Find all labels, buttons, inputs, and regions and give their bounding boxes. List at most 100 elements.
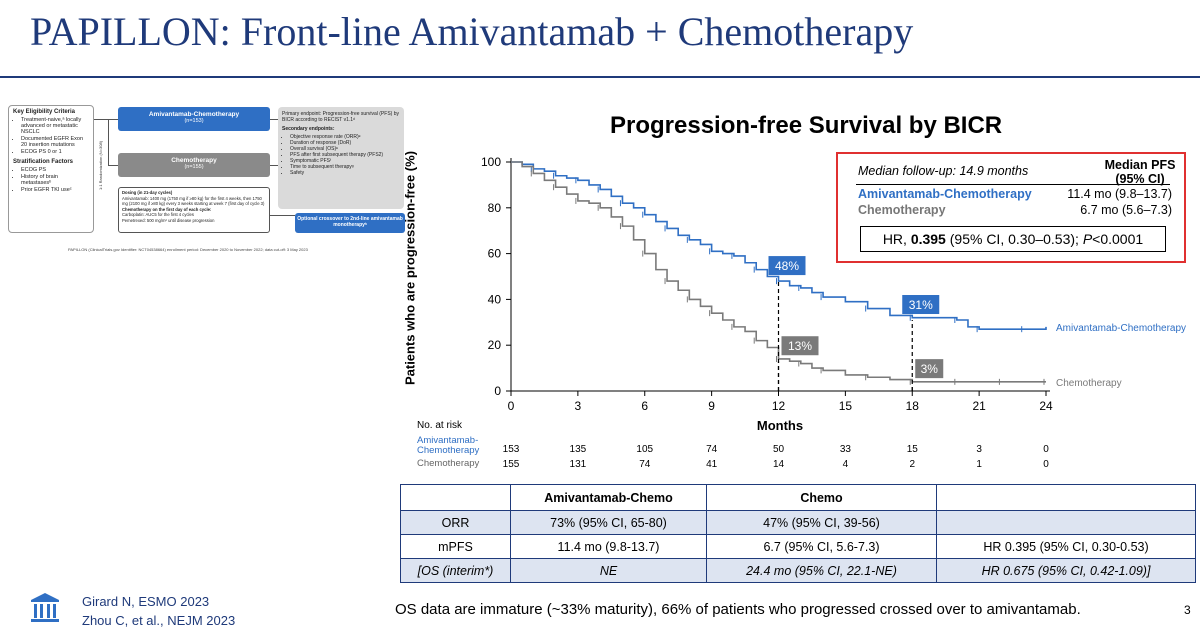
risk-value: 155 [502,459,520,470]
table-header [936,484,1196,511]
list-item: ECOG PS [21,167,89,173]
risk-value: 131 [569,459,587,470]
citation: Zhou C, et al., NEJM 2023 [82,613,236,628]
endpoints-box: Primary endpoint: Progression-free survi… [278,107,404,209]
annotation-box [915,359,944,379]
risk-value: 0 [1043,444,1049,455]
annotation-label: 13% [788,339,812,353]
annotation-box [781,336,819,356]
institution-logo-icon [31,593,59,622]
eligibility-box: Key Eligibility Criteria Treatment-naive… [8,105,94,233]
table-cell: HR 0.675 (95% CI, 0.42-1.09)] [936,558,1196,583]
risk-value: 74 [639,459,651,470]
ami-row-value: 11.4 mo (9.8–13.7) [1067,187,1172,201]
risk-value: 50 [772,444,785,455]
citations: Girard N, ESMO 2023 Zhou C, et al., NEJM… [82,592,235,630]
x-tick-label: 15 [839,399,853,413]
results-table: Amivantamab-Chemo Chemo ORR 73% (95% CI,… [400,484,1196,583]
table-cell: mPFS [400,534,511,559]
y-tick-label: 100 [481,155,501,169]
dosing-pemetrexed: Pemetrexed: 500 mg/m² until disease prog… [122,217,215,223]
arm-chemo-box: Chemotherapy (n=155) [118,153,270,177]
list-item: Duration of response (DoR) [290,140,400,146]
p-label: P [1082,231,1093,247]
chemo-row-value: 6.7 mo (5.6–7.3) [1080,203,1172,217]
title-divider [0,76,1200,78]
y-tick-label: 60 [488,247,502,261]
table-row: [OS (interim*) NE 24.4 mo (95% CI, 22.1-… [400,558,1196,583]
km-curve-amivantamab [511,161,1047,330]
risk-value: 3 [976,444,982,455]
risk-value: 105 [636,444,654,455]
secondary-header: Secondary endpoints: [282,126,335,132]
header-separator [856,184,1170,185]
table-cell: 24.4 mo (95% CI, 22.1-NE) [706,558,937,583]
annotation-box [902,295,940,315]
list-item: Objective response rate (ORR)ᵉ [290,134,400,140]
risk-value: 15 [906,444,918,455]
list-item: Documented EGFR Exon 20 insertion mutati… [21,136,89,148]
median-pfs-header: Median PFS (95% CI) [1104,158,1176,186]
risk-value: 14 [772,459,785,470]
hr-prefix: HR, [882,231,911,247]
hazard-ratio-box: HR, 0.395 (95% CI, 0.30–0.53); P<0.0001 [860,226,1166,252]
risk-row-label-ami: Amivantamab-Chemotherapy [417,435,480,456]
chart-title: Progression-free Survival by BICR [610,112,1003,139]
x-tick-label: 9 [708,399,715,413]
table-cell: 6.7 (95% CI, 5.6-7.3) [706,534,937,559]
list-item: Safety [290,170,400,176]
table-cell: [OS (interim*) [400,558,511,583]
annotation-label: 31% [909,298,933,312]
table-cell: 47% (95% CI, 39-56) [706,510,937,535]
secondary-list: Objective response rate (ORR)ᵉ Duration … [282,134,400,176]
dosing-amivantamab: Amivantamab: 1400 mg (1750 mg if ≥80 kg)… [122,195,265,207]
page-number: 3 [1184,603,1191,617]
list-item: Overall survival (OS)ᵉ [290,146,400,152]
table-header [400,484,511,511]
annotation-label: 48% [775,259,799,273]
risk-value: 135 [569,444,587,455]
y-tick-label: 40 [488,292,502,306]
arm-c-label: Chemotherapy [171,157,217,164]
eligibility-list: Treatment-naive,ᵃ locally advanced or me… [13,117,89,155]
km-curve-chemo [511,161,1046,383]
table-cell: NE [510,558,707,583]
y-tick-label: 80 [488,201,502,215]
risk-value: 0 [1043,459,1049,470]
arm-c-n: (n=155) [184,164,204,170]
table-header: Amivantamab-Chemo [510,484,707,511]
list-item: Prior EGFR TKI useᶜ [21,187,89,193]
list-item: ECOG PS 0 or 1 [21,149,89,155]
list-item: Symptomatic PFSᶠ [290,158,400,164]
x-tick-label: 18 [906,399,920,413]
citation: Girard N, ESMO 2023 [82,594,210,609]
km-plot: 0 3 6 9 12 15 18 21 24 0 20 40 60 80 100 Amivantamab-Ch… [481,155,1186,413]
list-item: Treatment-naive,ᵃ locally advanced or me… [21,117,89,135]
dosing-carboplatin: Carboplatin: AUC5 for the first 4 cycles [122,212,194,217]
series-end-label: Amivantamab-Chemotherapy [1056,323,1186,334]
table-row: ORR 73% (95% CI, 65-80) 47% (95% CI, 39-… [400,510,1196,535]
connector-line [108,119,109,165]
table-cell: 11.4 mo (9.8-13.7) [510,534,707,559]
stratification-header: Stratification Factors [13,159,74,165]
table-header-row: Amivantamab-Chemo Chemo [400,484,1196,511]
dosing-box: Dosing (in 21-day cycles) Amivantamab: 1… [118,187,270,233]
os-note: OS data are immature (~33% maturity), 66… [395,601,1081,618]
x-axis-label: Months [756,418,804,433]
arm-a-label: Amivantamab-Chemotherapy [148,111,240,118]
risk-value: 1 [976,459,982,470]
connector-line [108,165,118,166]
risk-value: 33 [839,444,851,455]
eligibility-header: Key Eligibility Criteria [13,109,76,115]
risk-value: 2 [909,459,916,470]
risk-row-label-chemo: Chemotherapy [417,458,480,469]
table-row: mPFS 11.4 mo (9.8-13.7) 6.7 (95% CI, 5.6… [400,534,1196,559]
x-tick-label: 12 [772,399,786,413]
list-item: Time to subsequent therapyᵍ [290,164,400,170]
dosing-header: Dosing (in 21-day cycles) [122,190,173,195]
stratification-list: ECOG PS History of brain metastasesᵇ Pri… [13,167,89,193]
y-tick-label: 20 [488,338,502,352]
x-tick-label: 3 [575,399,582,413]
ami-row-label: Amivantamab-Chemotherapy [858,187,1032,201]
table-cell: HR 0.395 (95% CI, 0.30-0.53) [936,534,1196,559]
